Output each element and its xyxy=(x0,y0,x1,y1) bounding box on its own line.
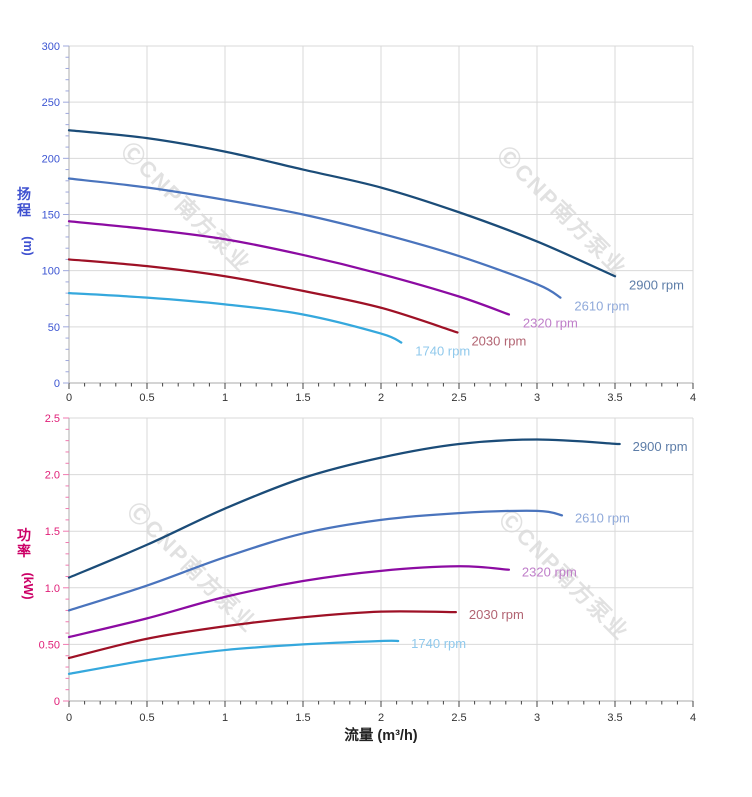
series-curve-2900-rpm xyxy=(67,129,617,278)
x-tick-label: 0.5 xyxy=(139,712,154,724)
y-axis-unit-label: (kW) xyxy=(21,572,35,599)
x-tick-label: 0.5 xyxy=(139,392,154,404)
y-axis-title-char: 扬 xyxy=(17,186,31,202)
series-label-2900-rpm: 2900 rpm xyxy=(629,277,684,292)
x-tick-label: 4 xyxy=(690,712,696,724)
x-tick-label: 2 xyxy=(378,392,384,404)
x-tick-label: 2 xyxy=(378,712,384,724)
x-tick-label: 3.5 xyxy=(607,712,622,724)
series-label-2320-rpm: 2320 rpm xyxy=(523,315,578,330)
series-curve-2610-rpm xyxy=(67,177,562,299)
x-tick-label: 3 xyxy=(534,712,540,724)
series-label-2610-rpm: 2610 rpm xyxy=(575,510,630,525)
x-tick-label: 2.5 xyxy=(451,392,466,404)
x-tick-label: 2.5 xyxy=(451,712,466,724)
series-label-1740-rpm: 1740 rpm xyxy=(415,344,470,359)
series-curve-2030-rpm xyxy=(67,610,458,660)
x-tick-label: 0 xyxy=(66,712,72,724)
y-axis-unit-label: (m) xyxy=(21,236,35,255)
x-tick-label: 1.5 xyxy=(295,712,310,724)
series-curve-2900-rpm xyxy=(67,438,621,579)
series-label-2610-rpm: 2610 rpm xyxy=(574,299,629,314)
y-tick-label: 150 xyxy=(42,210,60,222)
x-tick-label: 0 xyxy=(66,392,72,404)
series-curve-1740-rpm xyxy=(67,639,400,675)
y-tick-label: 2.0 xyxy=(45,470,60,482)
x-tick-label: 4 xyxy=(690,392,696,404)
y-tick-label: 50 xyxy=(48,322,60,334)
series-label-2030-rpm: 2030 rpm xyxy=(471,333,526,348)
head-chart: 0 0.5 1 1.5 2 2.5 3 3.5 4 0 50 100 150 200 250 300 扬程 (m)… xyxy=(17,41,696,404)
watermark-text: ⒸCNP南方泵业 xyxy=(492,142,632,282)
y-tick-label: 250 xyxy=(42,97,60,109)
y-tick-label: 100 xyxy=(42,266,60,278)
series-label-1740-rpm: 1740 rpm xyxy=(411,636,466,651)
series-curve-2320-rpm xyxy=(67,565,511,639)
x-tick-label: 1.5 xyxy=(295,392,310,404)
series-label-2900-rpm: 2900 rpm xyxy=(633,439,688,454)
y-tick-label: 0.50 xyxy=(39,639,60,651)
y-tick-label: 1.0 xyxy=(45,583,60,595)
y-tick-label: 0 xyxy=(54,696,60,708)
y-tick-label: 1.5 xyxy=(45,526,60,538)
y-tick-label: 200 xyxy=(42,153,60,165)
y-tick-label: 2.5 xyxy=(45,413,60,425)
y-tick-label: 300 xyxy=(42,41,60,53)
series-label-2320-rpm: 2320 rpm xyxy=(522,565,577,580)
series-label-2030-rpm: 2030 rpm xyxy=(469,607,524,622)
power-chart: 0 0.5 1 1.5 2 2.5 3 3.5 4 0 0.50 1.0 1.5 2.0 2.5 功率 (kW)… xyxy=(17,413,696,724)
x-tick-label: 3 xyxy=(534,392,540,404)
x-tick-label: 3.5 xyxy=(607,392,622,404)
y-tick-label: 0 xyxy=(54,378,60,390)
series-curve-1740-rpm xyxy=(67,292,403,344)
series-curve-2320-rpm xyxy=(67,220,511,316)
x-tick-label: 1 xyxy=(222,712,228,724)
series-curve-2030-rpm xyxy=(67,258,459,334)
y-axis-title-char: 功 xyxy=(17,527,31,543)
x-axis-title: 流量 (m³/h) xyxy=(344,726,417,744)
watermark-text: ⒸCNP南方泵业 xyxy=(122,498,262,638)
x-tick-label: 1 xyxy=(222,392,228,404)
series-curve-2610-rpm xyxy=(67,509,564,612)
y-axis-title-char: 率 xyxy=(17,543,31,559)
y-axis-title-char: 程 xyxy=(17,202,31,218)
